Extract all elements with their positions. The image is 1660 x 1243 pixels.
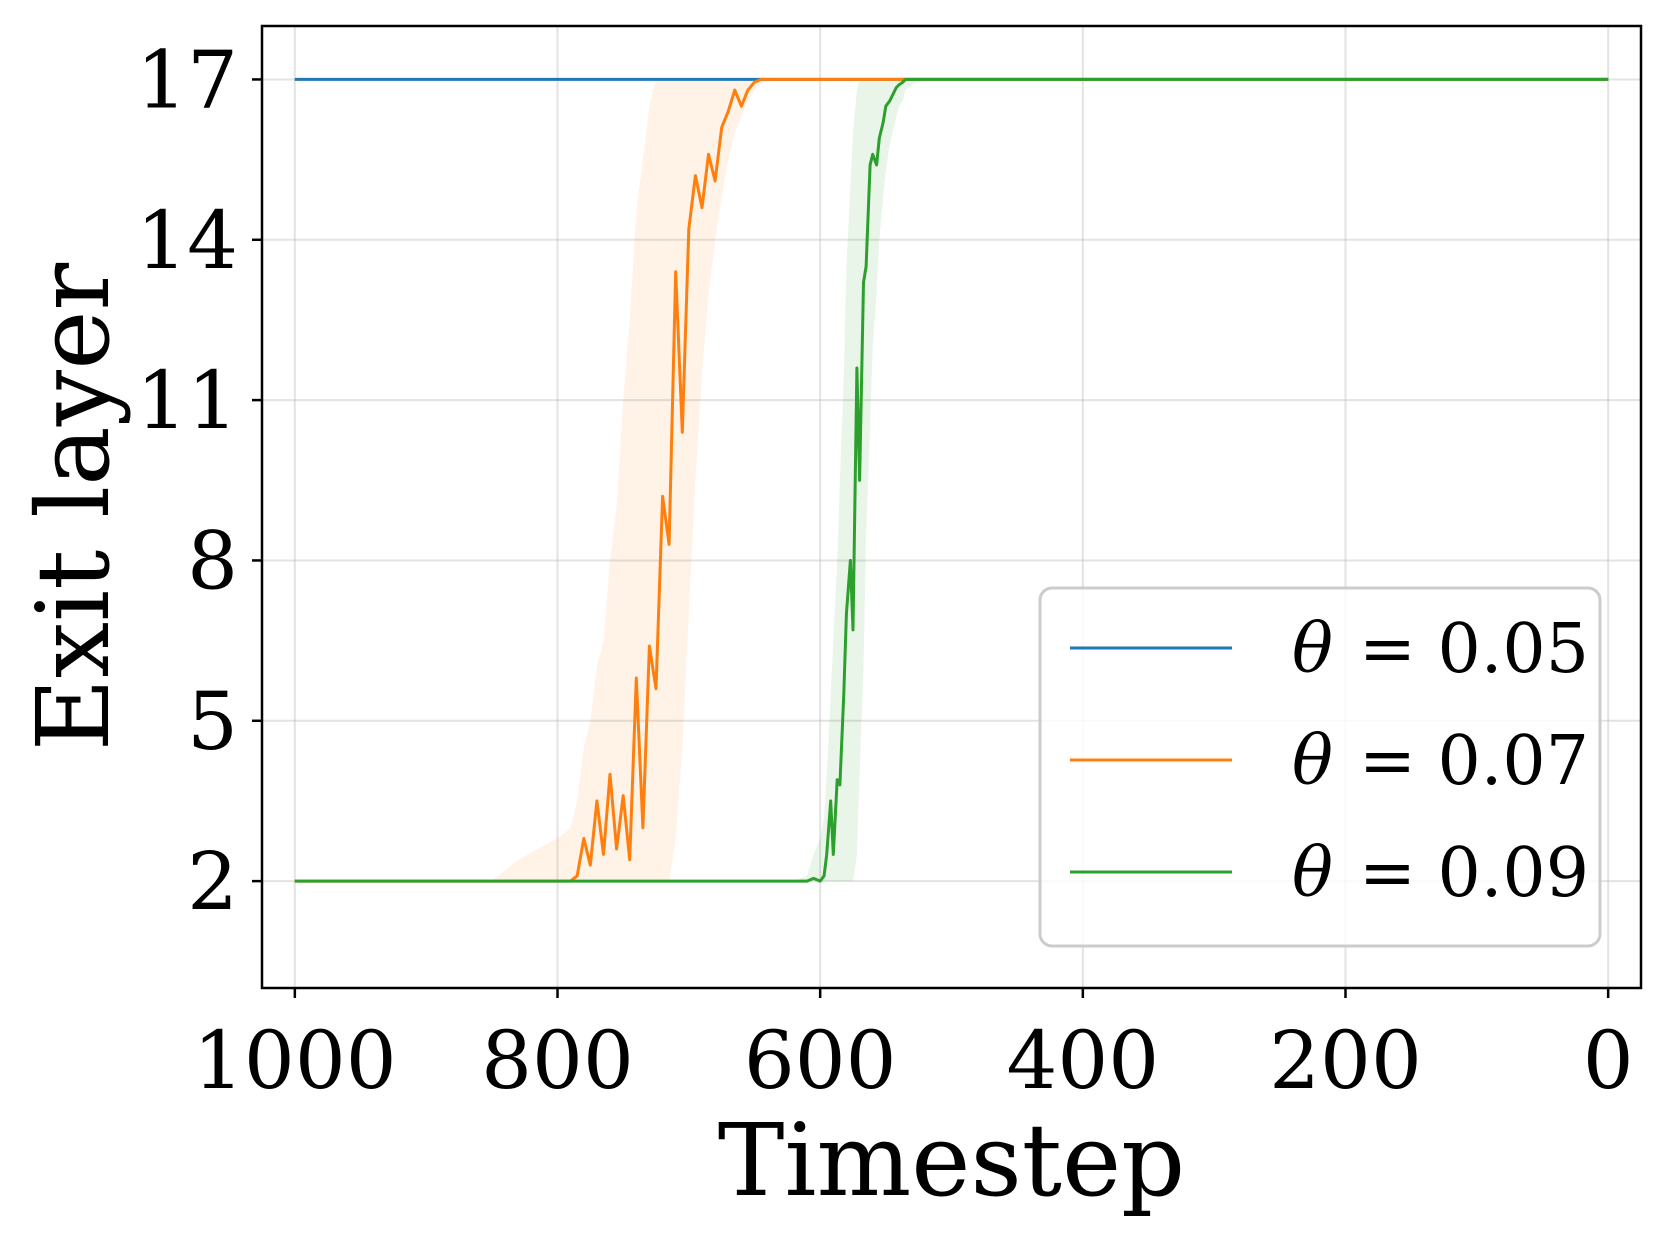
grid (262, 26, 1641, 988)
legend: θ = 0.05 θ = 0.07 θ = 0.09 (1038, 586, 1602, 948)
axis-ticks: 1000 800 600 400 200 0 2 5 8 11 14 17 (136, 33, 1633, 1107)
y-tick-label: 17 (136, 33, 238, 126)
series-lines (294, 77, 1609, 883)
x-tick-label: 400 (1006, 1014, 1159, 1107)
legend-label-1: θ = 0.05 (1292, 610, 1589, 689)
legend-label-3: θ = 0.09 (1292, 834, 1589, 913)
x-tick-label: 1000 (193, 1014, 397, 1107)
x-tick-label: 800 (481, 1014, 634, 1107)
legend-symbol: θ (1292, 834, 1333, 913)
y-tick-label: 14 (136, 194, 238, 287)
x-tick-label: 200 (1269, 1014, 1422, 1107)
y-tick-label: 8 (187, 514, 238, 607)
legend-value: = 0.07 (1359, 722, 1589, 801)
y-tick-label: 5 (187, 675, 238, 768)
y-axis-title: Exit layer (15, 263, 132, 752)
legend-label-2: θ = 0.07 (1292, 722, 1589, 801)
confidence-band-series-2 (294, 79, 1609, 882)
legend-symbol: θ (1292, 722, 1333, 801)
x-tick-label: 600 (744, 1014, 897, 1107)
legend-value: = 0.09 (1359, 834, 1589, 913)
x-tick-label: 0 (1583, 1014, 1634, 1107)
plot-frame (260, 24, 1643, 990)
legend-value: = 0.05 (1359, 610, 1589, 689)
legend-box (1038, 586, 1602, 948)
series-line-3 (294, 77, 1609, 883)
series-line-2 (294, 77, 1609, 883)
confidence-bands (294, 79, 1609, 882)
y-tick-label: 11 (136, 354, 238, 447)
x-axis-title: Timestep (718, 1102, 1185, 1219)
y-tick-label: 2 (187, 835, 238, 928)
legend-symbol: θ (1292, 610, 1333, 689)
